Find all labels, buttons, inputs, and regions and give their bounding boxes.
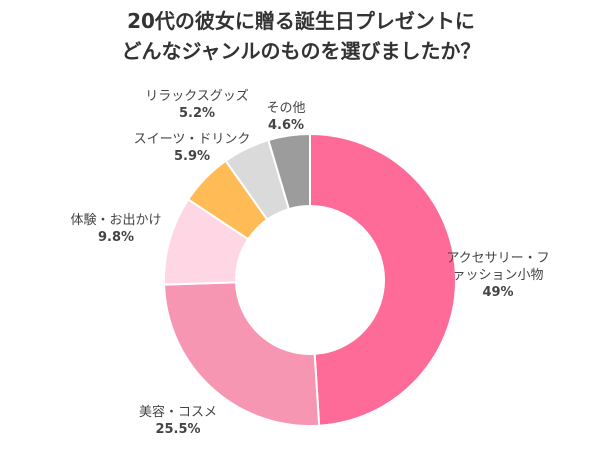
slice-1 [163,281,321,427]
slice-0-label: アクセサリー・フ [446,251,549,266]
chart-title-line-1: 20代の彼女に贈る誕生日プレゼントに [127,9,475,33]
slice-1-value: 25.5% [155,422,200,437]
slice-2-value: 9.8% [98,230,134,245]
slice-4-label: リラックスグッズ [145,88,249,104]
slice-3-label: スイーツ・ドリンク [134,132,251,147]
slice-4-value: 5.2% [179,106,215,121]
slice-0-value: 49% [482,285,513,300]
slice-5-value: 4.6% [268,118,304,133]
slice-5 [267,132,311,211]
slice-1-label: 美容・コスメ [139,404,217,420]
donut-slices [163,132,458,427]
slice-0-label: ァッション小物 [452,268,543,283]
slice-5-label: その他 [266,101,305,116]
slice-3-value: 5.9% [174,149,210,164]
chart-title-line-2: どんなジャンルのものを選びましたか？ [121,39,481,63]
slice-0 [309,132,458,427]
chart-title: 20代の彼女に贈る誕生日プレゼントに どんなジャンルのものを選びましたか？ [0,6,602,66]
slice-2-label: 体験・お出かけ [70,213,161,228]
